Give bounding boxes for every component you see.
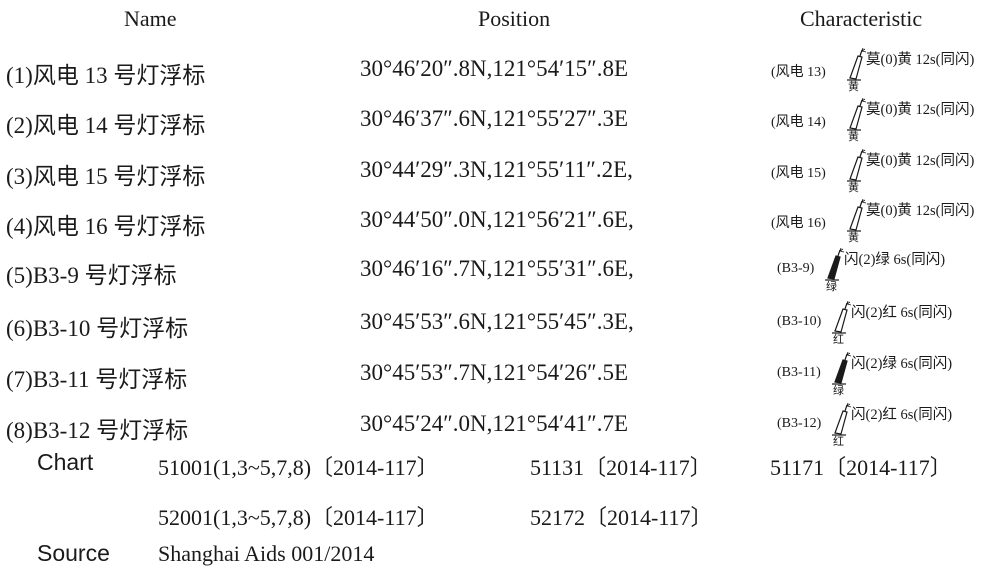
light-characteristic: 莫(0)黄 12s(同闪) (866, 203, 975, 219)
buoy-color: 绿 (833, 385, 844, 397)
buoy-id: (风电 16) (771, 216, 826, 231)
buoy-name: (3)风电 15 号灯浮标 (6, 164, 206, 189)
buoy-characteristic: (风电 13) 莫(0)黄 12s(同闪) 黄 (771, 48, 993, 98)
buoy-characteristic: (风电 16) 莫(0)黄 12s(同闪) 黄 (771, 199, 993, 249)
buoy-id: (B3-9) (777, 261, 815, 276)
buoy-position: 30°45′53″.7N,121°54′26″.5E (360, 360, 629, 385)
buoy-position: 30°44′50″.0N,121°56′21″.6E, (360, 207, 634, 232)
buoy-color: 红 (833, 436, 844, 448)
chart-ref-51131: 51131〔2014-117〕 (530, 455, 712, 480)
buoy-symbol-filled-icon (832, 352, 852, 385)
light-characteristic: 闪(2)绿 6s(同闪) (844, 252, 946, 268)
chart-ref-51171: 51171〔2014-117〕 (770, 455, 952, 480)
chart-label: Chart (37, 449, 94, 475)
buoy-characteristic: (风电 14) 莫(0)黄 12s(同闪) 黄 (771, 98, 993, 148)
buoy-position: 30°44′29″.3N,121°55′11″.2E, (360, 157, 633, 182)
chart-ref-51001: 51001(1,3~5,7,8)〔2014-117〕 (158, 455, 439, 480)
buoy-name: (4)风电 16 号灯浮标 (6, 214, 206, 239)
buoy-name: (2)风电 14 号灯浮标 (6, 113, 206, 138)
buoy-color: 黄 (848, 81, 859, 93)
buoy-row: (5)B3-9 号灯浮标 30°46′16″.7N,121°55′31″.6E, (… (0, 248, 993, 298)
buoy-position: 30°45′53″.6N,121°55′45″.3E, (360, 309, 634, 334)
buoy-name: (5)B3-9 号灯浮标 (6, 263, 177, 288)
buoy-symbol-outline-icon (847, 149, 867, 182)
buoy-row: (1)风电 13 号灯浮标 30°46′20″.8N,121°54′15″.8E (… (0, 48, 993, 98)
buoy-id: (风电 15) (771, 166, 826, 181)
buoy-color: 黄 (848, 182, 859, 194)
buoy-characteristic: (风电 15) 莫(0)黄 12s(同闪) 黄 (771, 149, 993, 199)
header-position: Position (478, 6, 551, 31)
buoy-color: 黄 (848, 232, 859, 244)
buoy-name: (8)B3-12 号灯浮标 (6, 418, 189, 443)
buoy-characteristic: (B3-10) 闪(2)红 6s(同闪) 红 (771, 301, 993, 351)
buoy-row: (4)风电 16 号灯浮标 30°44′50″.0N,121°56′21″.6E,… (0, 199, 993, 249)
buoy-symbol-outline-icon (847, 98, 867, 131)
buoy-symbol-outline-icon (847, 199, 867, 232)
buoy-id: (B3-10) (777, 314, 822, 329)
buoy-characteristic: (B3-9) 闪(2)绿 6s(同闪) 绿 (771, 248, 993, 298)
buoy-symbol-outline-icon (847, 48, 867, 81)
header-characteristic: Characteristic (800, 6, 923, 31)
buoy-row: (8)B3-12 号灯浮标 30°45′24″.0N,121°54′41″.7E (… (0, 403, 993, 453)
buoy-characteristic: (B3-11) 闪(2)绿 6s(同闪) 绿 (771, 352, 993, 402)
buoy-position: 30°46′16″.7N,121°55′31″.6E, (360, 256, 634, 281)
buoy-name: (6)B3-10 号灯浮标 (6, 316, 189, 341)
light-characteristic: 闪(2)红 6s(同闪) (851, 305, 953, 321)
buoy-position: 30°46′37″.6N,121°55′27″.3E (360, 106, 629, 131)
header-name: Name (124, 6, 177, 31)
buoy-id: (风电 13) (771, 65, 826, 80)
light-characteristic: 闪(2)红 6s(同闪) (851, 407, 953, 423)
buoy-color: 绿 (826, 281, 837, 293)
buoy-row: (7)B3-11 号灯浮标 30°45′53″.7N,121°54′26″.5E (… (0, 352, 993, 402)
light-characteristic: 莫(0)黄 12s(同闪) (866, 102, 975, 118)
buoy-position: 30°46′20″.8N,121°54′15″.8E (360, 56, 629, 81)
buoy-row: (3)风电 15 号灯浮标 30°44′29″.3N,121°55′11″.2E,… (0, 149, 993, 199)
buoy-id: (B3-12) (777, 416, 822, 431)
buoy-symbol-filled-icon (825, 248, 845, 281)
buoy-symbol-outline-icon (832, 403, 852, 436)
chart-ref-52001: 52001(1,3~5,7,8)〔2014-117〕 (158, 505, 439, 530)
source-label: Source (37, 540, 110, 566)
buoy-color: 黄 (848, 131, 859, 143)
buoy-color: 红 (833, 334, 844, 346)
source-text: Shanghai Aids 001/2014 (158, 541, 375, 566)
buoy-name: (1)风电 13 号灯浮标 (6, 63, 206, 88)
buoy-name: (7)B3-11 号灯浮标 (6, 367, 188, 392)
buoy-id: (B3-11) (777, 365, 821, 380)
buoy-symbol-outline-icon (832, 301, 852, 334)
buoy-row: (6)B3-10 号灯浮标 30°45′53″.6N,121°55′45″.3E,… (0, 301, 993, 351)
light-characteristic: 莫(0)黄 12s(同闪) (866, 153, 975, 169)
light-characteristic: 莫(0)黄 12s(同闪) (866, 52, 975, 68)
light-characteristic: 闪(2)绿 6s(同闪) (851, 356, 953, 372)
chart-ref-52172: 52172〔2014-117〕 (530, 505, 713, 530)
buoy-id: (风电 14) (771, 115, 826, 130)
buoy-row: (2)风电 14 号灯浮标 30°46′37″.6N,121°55′27″.3E (… (0, 98, 993, 148)
buoy-position: 30°45′24″.0N,121°54′41″.7E (360, 411, 629, 436)
buoy-characteristic: (B3-12) 闪(2)红 6s(同闪) 红 (771, 403, 993, 453)
